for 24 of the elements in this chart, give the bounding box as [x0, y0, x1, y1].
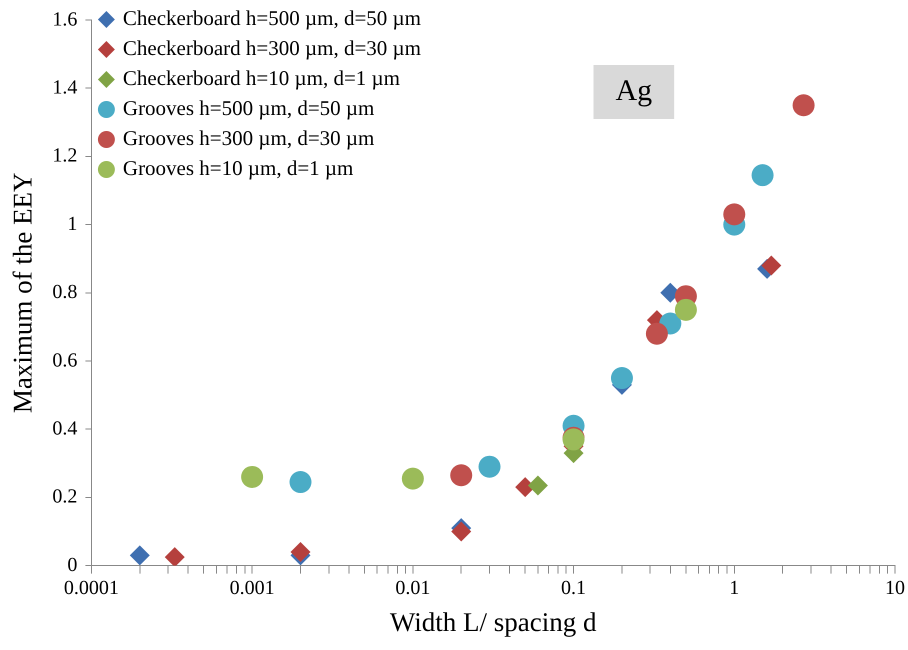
y-tick-label: 0.8 — [52, 281, 78, 304]
y-tick-label: 1.2 — [52, 144, 78, 167]
x-tick-label: 0.1 — [561, 576, 586, 599]
legend-label: Checkerboard h=500 µm, d=50 µm — [122, 6, 421, 30]
y-tick-label: 1.4 — [52, 76, 78, 98]
y-tick-label: 1 — [67, 212, 78, 235]
x-tick-label: 1 — [729, 576, 740, 599]
annotation: Ag — [615, 74, 652, 107]
x-tick-label: 0.01 — [395, 576, 430, 599]
y-tick-label: 0.2 — [52, 486, 78, 508]
legend-label: Checkerboard h=10 µm, d=1 µm — [122, 66, 400, 90]
x-tick-label: 10 — [885, 576, 905, 599]
y-axis-title: Maximum of the EEY — [7, 172, 38, 414]
legend-label: Grooves h=10 µm, d=1 µm — [122, 156, 354, 180]
y-tick-label: 0.6 — [52, 349, 78, 372]
legend-label: Checkerboard h=300 µm, d=30 µm — [122, 36, 421, 60]
y-tick-label: 1.6 — [52, 8, 78, 30]
y-tick-label: 0 — [67, 554, 78, 576]
x-tick-label: 0.0001 — [64, 576, 119, 599]
x-axis-title: Width L/ spacing d — [390, 606, 598, 637]
y-tick-label: 0.4 — [52, 417, 78, 440]
x-tick-label: 0.001 — [230, 576, 275, 599]
legend-label: Grooves h=300 µm, d=30 µm — [122, 126, 374, 150]
legend-label: Grooves h=500 µm, d=50 µm — [122, 96, 374, 120]
